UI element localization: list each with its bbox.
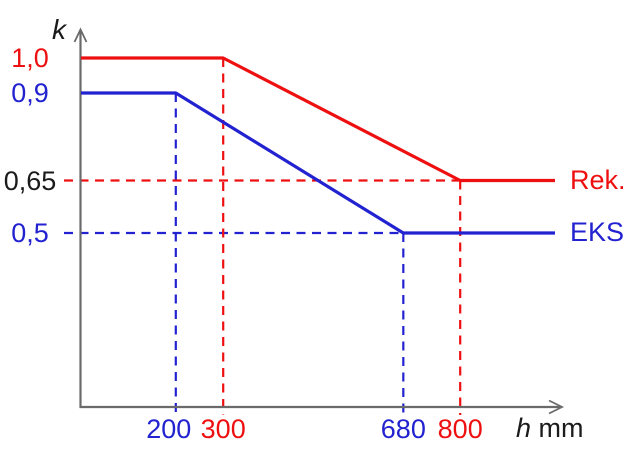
series-label-rek: Rek. xyxy=(570,164,626,195)
y-axis-title-text: k xyxy=(52,14,66,45)
x-tick-label-300: 300 xyxy=(200,414,246,444)
x-tick-label-800: 800 xyxy=(437,414,483,444)
y-tick-label-0-65: 0,65 xyxy=(3,165,57,196)
y-axis-arrowhead-icon xyxy=(73,27,88,43)
series-line-rek xyxy=(81,56,555,183)
y-tick-label-0-5: 0,5 xyxy=(11,218,49,248)
x-tick-label-680: 680 xyxy=(380,414,426,444)
y-axis-title: k xyxy=(34,15,66,45)
series-label-eks: EKS xyxy=(570,217,625,247)
y-tick-label-0-9: 0,9 xyxy=(11,78,49,108)
x-axis-title: h mm xyxy=(516,413,584,443)
y-tick-label-1-0: 1,0 xyxy=(11,43,49,73)
x-axis-variable: h xyxy=(516,413,532,443)
x-axis-unit: mm xyxy=(531,413,584,443)
series-line-eks xyxy=(81,91,555,235)
x-tick-label-200: 200 xyxy=(146,414,192,444)
x-axis-arrowhead-icon xyxy=(548,399,565,415)
